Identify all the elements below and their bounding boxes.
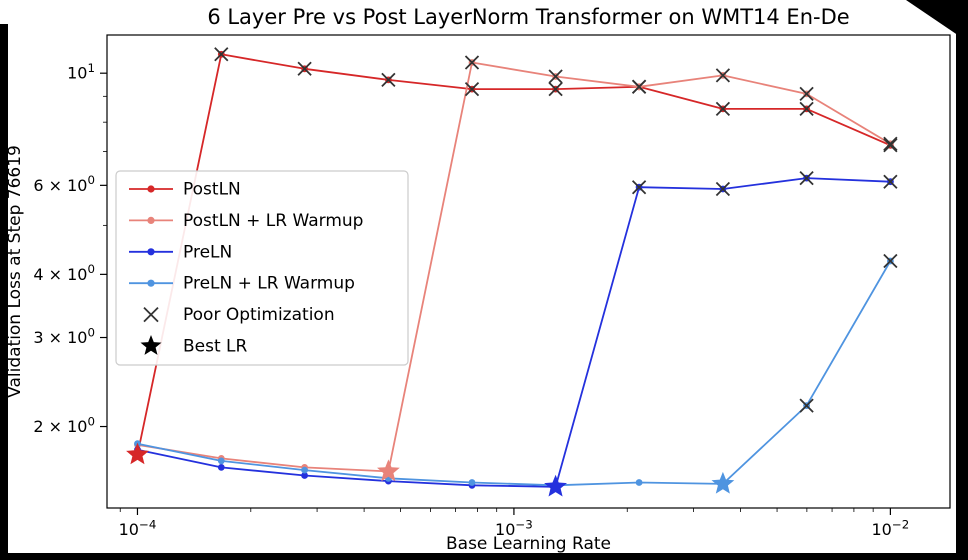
- x-tick-label: 10−4: [119, 517, 157, 539]
- poor-optimization-marker: [548, 81, 563, 97]
- data-point-dot: [301, 472, 308, 479]
- data-point-dot: [301, 466, 308, 474]
- legend-dot-sample: [147, 185, 155, 193]
- data-point-dot: [468, 479, 476, 486]
- poor-optimization-marker: [883, 136, 898, 151]
- x-tick-label: 10−3: [495, 517, 533, 539]
- poor-optimization-marker: [799, 170, 814, 186]
- screenshot-corner: [906, 0, 968, 42]
- data-point-dot: [217, 457, 225, 465]
- poor-optimization-marker: [883, 174, 898, 189]
- x-axis-label: Base Learning Rate: [446, 534, 611, 554]
- best-lr-star-preln-lr-warmup: [711, 471, 735, 494]
- y-tick-label: 3 × 100: [33, 325, 95, 347]
- poor-optimization-marker: [715, 68, 731, 83]
- poor-optimization-marker: [464, 81, 480, 97]
- legend-dot-sample: [147, 279, 155, 287]
- poor-optimization-marker: [715, 181, 731, 197]
- series-line-postln-lr-warmup: [137, 61, 891, 473]
- legend-label: PostLN: [183, 180, 241, 200]
- legend-label: Best LR: [183, 337, 248, 357]
- marker-layer: [126, 47, 898, 497]
- poor-optimization-marker: [297, 61, 312, 76]
- legend-label: PreLN + LR Warmup: [183, 274, 355, 294]
- poor-optimization-marker: [799, 101, 814, 117]
- poor-optimization-marker: [799, 86, 814, 102]
- y-tick-label: 101: [67, 61, 95, 83]
- y-tick-label: 4 × 100: [33, 262, 95, 284]
- legend-label: PreLN: [183, 242, 232, 262]
- poor-optimization-marker: [631, 180, 647, 195]
- y-axis: 101 6 × 100 4 × 100 3 × 100 2 × 100: [33, 61, 107, 436]
- legend-box: [115, 170, 409, 366]
- y-tick-label: 6 × 100: [33, 173, 95, 195]
- legend-label: Poor Optimization: [183, 305, 335, 325]
- y-axis-label: Validation Loss at Step 76619: [5, 145, 25, 398]
- data-point-dot: [635, 479, 643, 486]
- poor-optimization-marker: [799, 398, 814, 413]
- poor-optimization-marker: [715, 101, 731, 117]
- series-line-preln: [137, 177, 891, 488]
- legend-star-icon: [140, 335, 162, 355]
- x-tick-label: 10−2: [872, 517, 910, 539]
- screenshot-edge: [0, 553, 968, 560]
- poor-optimization-marker: [381, 72, 396, 88]
- screenshot-edge: [0, 24, 8, 560]
- screenshot-edge: [956, 30, 968, 560]
- legend-x-marker-icon: [143, 306, 159, 323]
- poor-optimization-marker: [214, 47, 229, 62]
- poor-optimization-marker: [548, 69, 563, 84]
- chart-title: 6 Layer Pre vs Post LayerNorm Transforme…: [207, 5, 849, 29]
- poor-optimization-marker: [883, 138, 898, 153]
- poor-optimization-marker: [883, 253, 898, 269]
- series-line-preln-lr-warmup: [137, 260, 892, 487]
- best-lr-star-postln-lr-warmup: [377, 459, 400, 482]
- legend-dot-sample: [147, 216, 155, 224]
- legend-dot-sample: [147, 248, 155, 256]
- legend: PostLN PostLN + LR Warmup PreLN PreLN + LR …: [115, 170, 409, 366]
- series-line-postln: [136, 53, 891, 455]
- legend-label: PostLN + LR Warmup: [183, 211, 363, 231]
- best-lr-star-postln: [126, 442, 149, 465]
- y-tick-label: 2 × 100: [33, 414, 95, 436]
- x-axis: 10−4 10−3 10−2: [119, 508, 910, 539]
- best-lr-star-preln: [544, 474, 567, 497]
- data-point-dot: [217, 464, 225, 471]
- poor-optimization-marker: [464, 55, 480, 70]
- poor-optimization-marker: [631, 79, 647, 94]
